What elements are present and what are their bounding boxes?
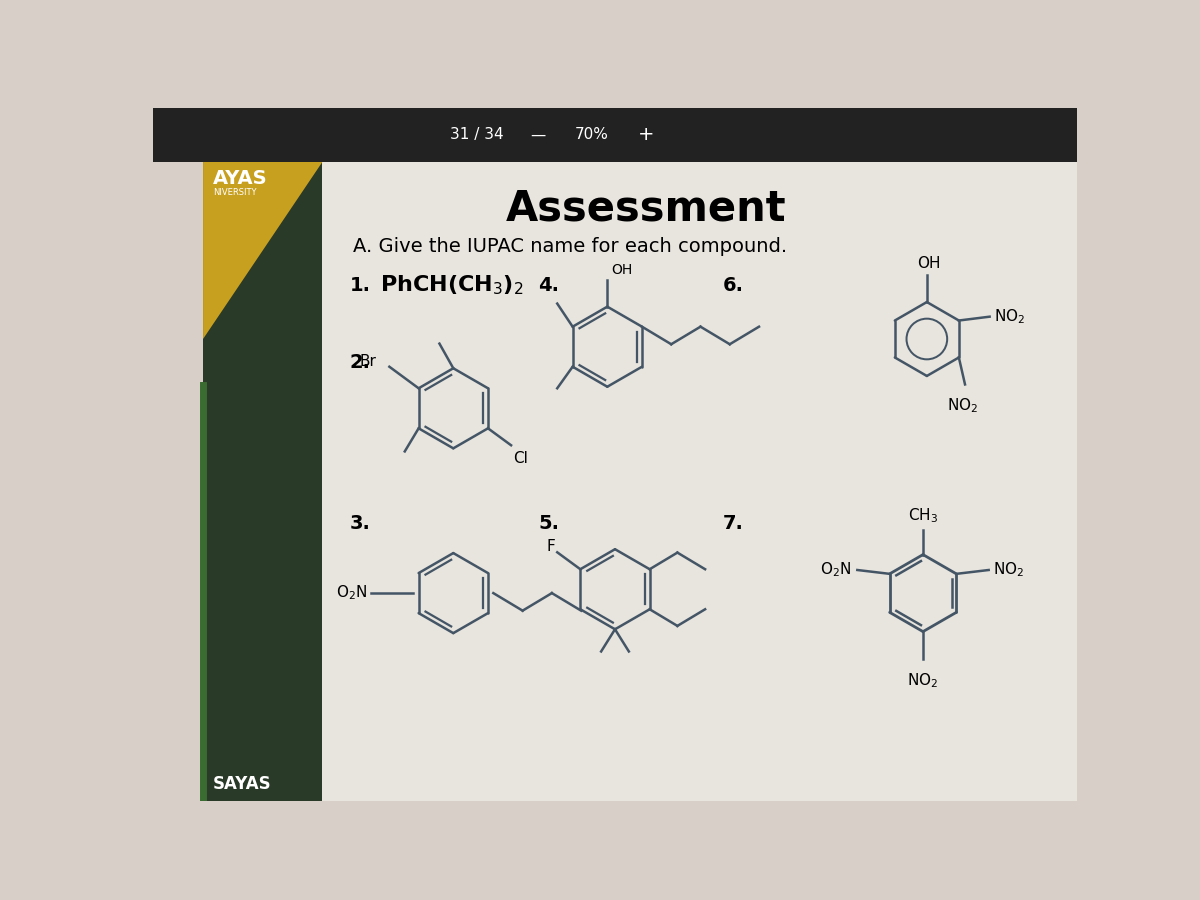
FancyBboxPatch shape [203, 162, 1078, 801]
Text: SAYAS: SAYAS [214, 775, 271, 793]
Text: OH: OH [611, 263, 632, 276]
Text: 31 / 34: 31 / 34 [450, 128, 503, 142]
Text: A. Give the IUPAC name for each compound.: A. Give the IUPAC name for each compound… [353, 237, 787, 256]
Text: OH: OH [918, 256, 941, 271]
Text: NO$_2$: NO$_2$ [992, 561, 1024, 580]
Text: NIVERSITY: NIVERSITY [214, 188, 257, 197]
Text: Cl: Cl [514, 452, 528, 466]
Text: NO$_2$: NO$_2$ [947, 396, 978, 415]
Text: 4.: 4. [538, 275, 559, 294]
Text: 5.: 5. [538, 514, 559, 534]
Text: +: + [637, 125, 654, 144]
Text: CH$_3$: CH$_3$ [908, 507, 938, 526]
Text: F: F [547, 538, 556, 554]
Polygon shape [203, 162, 323, 339]
Text: 70%: 70% [575, 128, 608, 142]
Text: PhCH(CH$_3$)$_2$: PhCH(CH$_3$)$_2$ [380, 274, 523, 297]
Text: NO$_2$: NO$_2$ [907, 671, 938, 690]
Text: Assessment: Assessment [505, 187, 786, 230]
Text: O$_2$N: O$_2$N [820, 561, 851, 580]
Text: Br: Br [359, 354, 377, 369]
Polygon shape [203, 162, 323, 801]
FancyBboxPatch shape [154, 108, 1078, 162]
Text: 6.: 6. [722, 275, 744, 294]
Text: 2.: 2. [349, 353, 371, 372]
Text: 3.: 3. [349, 514, 371, 534]
Text: O$_2$N: O$_2$N [336, 584, 367, 602]
Text: —: — [530, 128, 546, 142]
Text: 7.: 7. [722, 514, 744, 534]
Text: NO$_2$: NO$_2$ [994, 307, 1025, 326]
Text: 1.: 1. [349, 275, 371, 294]
Text: AYAS: AYAS [214, 169, 268, 188]
